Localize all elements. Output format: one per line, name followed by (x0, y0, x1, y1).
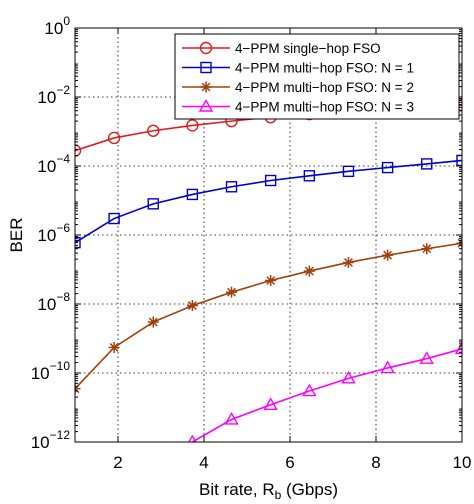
data-point (225, 181, 238, 193)
data-point (303, 170, 316, 182)
y-tick-label: 10−10 (31, 359, 71, 383)
legend-entry: 4−PPM multi−hop FSO: N = 2 (235, 80, 414, 95)
data-point (186, 119, 199, 132)
data-point (147, 316, 159, 328)
data-point (226, 286, 238, 298)
series-line (75, 159, 462, 244)
data-point (264, 174, 277, 187)
data-point (380, 360, 395, 374)
axis-ticks (75, 27, 463, 443)
data-point (342, 256, 354, 268)
legend: 4−PPM single−hop FSO 4−PPM multi−hop FSO:… (174, 33, 460, 120)
x-tick-label: 10 (453, 453, 472, 472)
data-point (147, 198, 159, 210)
data-point (75, 144, 82, 157)
data-point (341, 370, 356, 384)
data-point (381, 161, 394, 174)
data-point (302, 383, 317, 397)
data-point (186, 188, 199, 201)
data-point (147, 124, 160, 137)
x-tick-labels: 2 4 6 8 10 (113, 453, 471, 472)
data-point (108, 341, 120, 353)
data-point (419, 351, 434, 364)
data-point (421, 158, 433, 170)
legend-marker (198, 99, 214, 112)
y-tick-label: 10−4 (37, 152, 70, 176)
x-tick-label: 6 (285, 453, 294, 472)
x-tick-label: 2 (113, 453, 122, 472)
data-point (303, 265, 315, 277)
y-tick-label: 10−6 (37, 221, 70, 245)
legend-entry: 4−PPM single−hop FSO (235, 41, 381, 56)
data-point (456, 154, 462, 167)
legend-marker (200, 61, 212, 74)
y-tick-label: 10−2 (37, 83, 70, 107)
data-point (263, 397, 278, 410)
data-point (75, 236, 81, 249)
data-point (224, 412, 239, 425)
data-point (107, 131, 121, 145)
y-tick-label: 10−12 (31, 428, 71, 452)
data-point (186, 300, 198, 312)
x-tick-label: 4 (199, 453, 208, 472)
x-axis-label: Bit rate, Rb (Gbps) (199, 480, 338, 502)
series-2 (75, 154, 462, 249)
data-point (382, 249, 394, 261)
series-line (191, 348, 462, 442)
legend-marker (200, 81, 212, 93)
data-point (454, 341, 462, 355)
data-point (265, 274, 277, 286)
data-point (188, 434, 197, 442)
legend-entry: 4−PPM multi−hop FSO: N = 3 (235, 100, 414, 115)
series-4 (188, 341, 462, 442)
y-tick-label: 100 (44, 14, 70, 38)
data-point (342, 165, 355, 178)
x-tick-label: 8 (371, 453, 380, 472)
legend-entry: 4−PPM multi−hop FSO: N = 1 (235, 61, 414, 76)
data-point (108, 212, 120, 225)
data-point (421, 243, 433, 255)
y-tick-labels: 100 10−2 10−4 10−6 10−8 10−10 10−12 (31, 14, 71, 452)
y-axis-label: BER (7, 218, 26, 253)
legend-marker (199, 41, 213, 55)
y-tick-label: 10−8 (37, 290, 70, 314)
